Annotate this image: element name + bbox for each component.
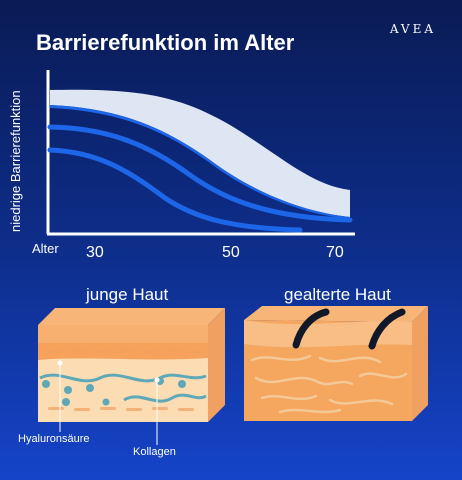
wrinkle-1 <box>292 308 330 349</box>
x-axis-label: Alter <box>32 241 59 256</box>
x-tick-30: 30 <box>86 244 104 261</box>
young-skin-illustration <box>38 308 225 445</box>
kollagen-label: Kollagen <box>133 446 176 458</box>
young-skin-label: junge Haut <box>86 285 169 304</box>
wrinkle-2 <box>368 308 406 350</box>
barrier-curve-1 <box>47 124 353 223</box>
x-tick-70: 70 <box>326 244 344 261</box>
y-axis-label: niedrige Barrierefunktion <box>8 90 23 232</box>
hyaluron-dots <box>42 377 186 406</box>
aged-skin-label: gealterte Haut <box>284 285 391 304</box>
aged-skin-illustration <box>244 306 428 421</box>
barrier-curve-2 <box>47 147 303 233</box>
brand-logo: AVEA <box>389 22 436 36</box>
collagen-wave-1 <box>39 373 207 383</box>
x-tick-50: 50 <box>222 244 240 261</box>
hyaluron-label: Hyaluronsäure <box>18 433 90 445</box>
barrier-band-top <box>50 89 350 217</box>
page-title: Barrierefunktion im Alter <box>36 30 295 55</box>
collagen-wave-2 <box>123 393 207 403</box>
